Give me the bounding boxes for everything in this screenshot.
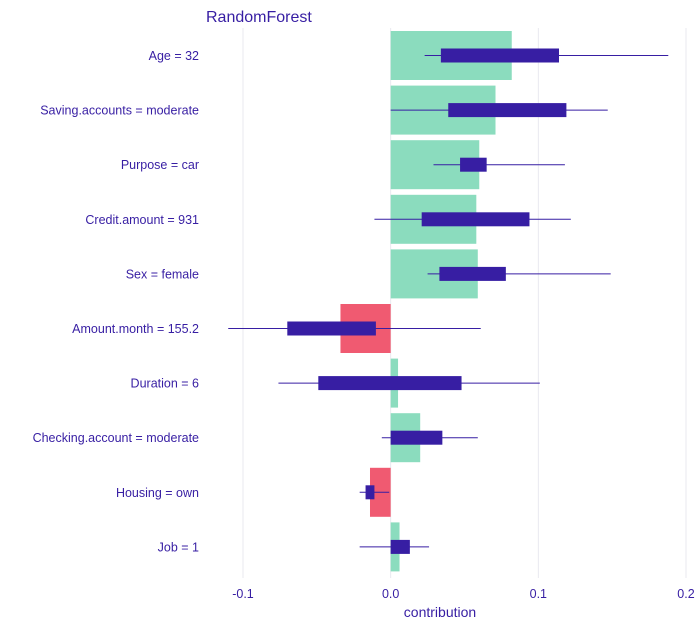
boxplot-box: [365, 485, 375, 500]
feature-label: Sex = female: [126, 267, 199, 281]
boxplot-box: [390, 430, 443, 445]
x-tick-label: 0.2: [677, 587, 694, 601]
feature-label: Checking.account = moderate: [33, 431, 199, 445]
x-tick-label: 0.0: [382, 587, 399, 601]
boxplot-box: [448, 103, 567, 118]
boxplot-box: [390, 539, 410, 554]
feature-label: Housing = own: [116, 486, 199, 500]
x-tick-label: 0.1: [530, 587, 547, 601]
x-axis-title: contribution: [404, 604, 476, 620]
boxplot-box: [421, 212, 530, 227]
label-layer: -0.1 0.0 0.1 0.2 Age = 32 Saving.accounts = m…: [33, 49, 695, 601]
chart-title: RandomForest: [206, 9, 312, 26]
boxplot-layer: [228, 48, 669, 554]
feature-label: Saving.accounts = moderate: [40, 104, 199, 118]
boxplot-box: [460, 157, 487, 172]
boxplot-box: [440, 48, 560, 63]
boxplot-box: [439, 266, 506, 281]
feature-label: Duration = 6: [131, 377, 199, 391]
feature-label: Purpose = car: [121, 158, 199, 172]
feature-label: Age = 32: [149, 49, 199, 63]
feature-label: Amount.month = 155.2: [72, 322, 199, 336]
feature-label: Job = 1: [158, 540, 199, 554]
feature-label: Credit.amount = 931: [85, 213, 199, 227]
boxplot-box: [287, 321, 376, 336]
boxplot-box: [318, 376, 462, 391]
x-tick-label: -0.1: [232, 587, 254, 601]
